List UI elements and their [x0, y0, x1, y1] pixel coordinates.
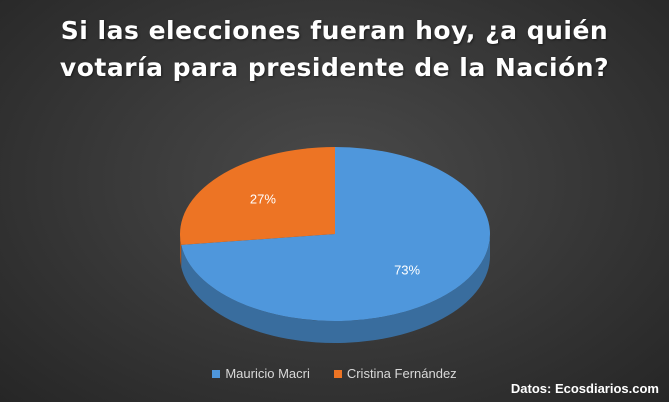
pie-side-mauricio-macri: [181, 234, 490, 343]
data-label-cristina-fernandez: 27%: [250, 191, 276, 206]
chart-title: Si las elecciones fueran hoy, ¿a quién v…: [59, 16, 610, 82]
chart-legend: Mauricio Macri Cristina Fernández: [0, 366, 669, 381]
pie-slice-cristina-fernandez: [179, 147, 335, 245]
legend-item-fernandez: Cristina Fernández: [333, 366, 457, 381]
legend-item-macri: Mauricio Macri: [212, 366, 310, 381]
pie-slice-mauricio-macri: [181, 147, 490, 321]
source-credit: Datos: Ecosdiarios.com: [510, 381, 659, 396]
legend-swatch-macri: [212, 369, 221, 378]
data-label-mauricio-macri: 73%: [394, 263, 420, 278]
legend-label-macri: Mauricio Macri: [225, 366, 310, 381]
pie-side-cristina-fernandez: [180, 234, 182, 267]
legend-swatch-fernandez: [333, 369, 342, 378]
legend-label-fernandez: Cristina Fernández: [346, 366, 457, 381]
